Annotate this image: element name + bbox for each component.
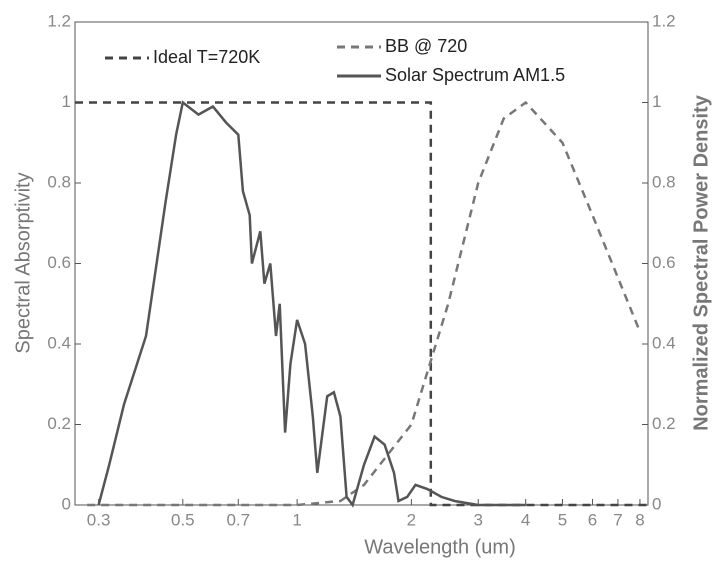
y2-tick-label: 0.8 [652,172,676,191]
x-tick-label: 4 [521,510,530,529]
y-tick-label: 1.2 [47,11,71,30]
x-tick-label: 7 [613,510,622,529]
series-line [87,100,642,507]
series-line [75,101,648,507]
plot-frame [74,21,649,506]
x-tick-label: 2 [407,510,416,529]
x-tick-label: 0.3 [87,510,111,529]
y2-axis-title: Normalized Spectral Power Density [690,94,712,431]
y-tick-label: 0.4 [47,333,71,352]
x-tick-label: 8 [635,510,644,529]
x-tick-label: 0.7 [226,510,250,529]
x-axis-title: Wavelength (um) [364,536,516,558]
legend-label: BB @ 720 [385,36,467,56]
y2-tick-label: 1 [652,92,661,111]
y2-tick-label: 0.6 [652,253,676,272]
y-tick-label: 1 [62,92,71,111]
y2-tick-label: 0.4 [652,333,676,352]
x-tick-label: 1 [292,510,301,529]
legend-label: Solar Spectrum AM1.5 [385,65,565,85]
legend-label: Ideal T=720K [153,47,260,67]
x-tick-label: 6 [588,510,597,529]
y-tick-label: 0.2 [47,414,71,433]
y-tick-label: 0 [62,494,71,513]
x-tick-label: 3 [474,510,483,529]
y2-tick-label: 1.2 [652,11,676,30]
y-tick-label: 0.8 [47,172,71,191]
y-tick-label: 0.6 [47,253,71,272]
y2-tick-label: 0 [652,494,661,513]
x-tick-label: 0.5 [171,510,195,529]
x-tick-label: 5 [558,510,567,529]
y2-tick-label: 0.2 [652,414,676,433]
series-line [97,100,526,508]
y-axis-title: Spectral Absorptivity [12,172,34,353]
